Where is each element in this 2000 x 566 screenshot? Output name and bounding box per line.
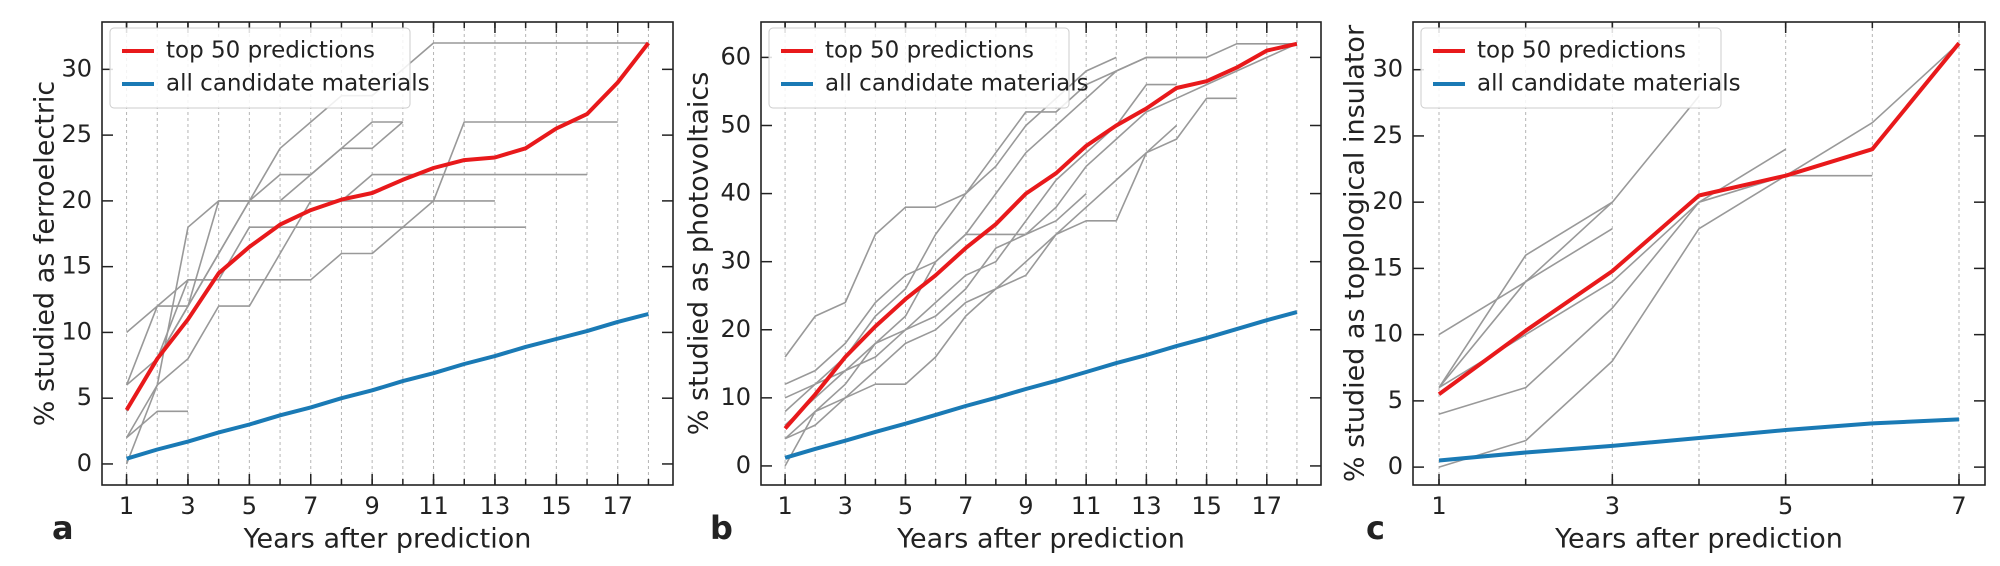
legend-label: all candidate materials (825, 71, 1089, 97)
y-tick-label: 0 (1388, 452, 1403, 480)
series-line (784, 43, 1297, 413)
y-tick-label: 10 (720, 383, 751, 411)
x-tick-label: 5 (898, 492, 913, 520)
x-tick-label: 13 (480, 492, 511, 520)
legend-label: all candidate materials (166, 71, 430, 97)
x-tick-label: 13 (1131, 492, 1162, 520)
y-tick-label: 20 (1372, 187, 1403, 215)
x-tick-label: 17 (602, 492, 633, 520)
series-line (784, 97, 1237, 467)
y-tick-label: 0 (77, 449, 92, 477)
y-tick-label: 30 (61, 54, 92, 82)
y-tick-label: 10 (1372, 320, 1403, 348)
plot-frame (1412, 21, 1986, 486)
x-tick-label: 9 (1018, 492, 1033, 520)
y-tick-label: 10 (61, 317, 92, 345)
panel: 1 3 5 7 0 5 10 15 20 25 30 top 50 predictions all ca… (1340, 21, 1986, 555)
x-tick-label: 7 (303, 492, 318, 520)
y-tick-label: 30 (720, 247, 751, 275)
y-tick-label: 20 (61, 186, 92, 214)
legend-label: top 50 predictions (825, 38, 1034, 64)
panel-label: b (710, 509, 733, 547)
x-tick-label: 1 (1431, 492, 1446, 520)
x-axis-label: Years after prediction (243, 524, 532, 555)
series-line (125, 173, 587, 465)
series-line (1438, 174, 1873, 468)
plot-frame (101, 21, 674, 486)
series-line (124, 41, 650, 412)
y-tick-label: 60 (720, 42, 751, 70)
y-tick-label: 0 (736, 451, 751, 479)
legend-box (768, 27, 1070, 109)
x-tick-label: 7 (1951, 492, 1966, 520)
y-tick-label: 25 (1372, 121, 1403, 149)
x-tick-label: 1 (777, 492, 792, 520)
x-axis-label: Years after prediction (1554, 524, 1843, 555)
series-line (126, 312, 649, 461)
series-line (783, 41, 1298, 430)
y-axis-label: % studied as ferroelectric (30, 81, 61, 427)
x-tick-label: 5 (1778, 492, 1793, 520)
x-tick-label: 17 (1252, 492, 1283, 520)
y-tick-label: 5 (1388, 386, 1403, 414)
x-tick-label: 1 (119, 492, 134, 520)
series-line (784, 193, 1087, 385)
y-tick-label: 50 (720, 110, 751, 138)
series-line (1438, 95, 1700, 389)
series-line (1437, 41, 1961, 396)
y-axis-label: % studied as topological insulator (1340, 24, 1371, 482)
series-line (784, 124, 1178, 440)
series-line (126, 410, 188, 439)
y-tick-label: 30 (1372, 55, 1403, 83)
x-tick-label: 3 (1605, 492, 1620, 520)
series-line (126, 226, 526, 334)
x-tick-label: 3 (838, 492, 853, 520)
y-tick-label: 5 (77, 383, 92, 411)
y-tick-label: 20 (720, 315, 751, 343)
x-axis-label: Years after prediction (896, 524, 1185, 555)
y-tick-label: 25 (61, 120, 92, 148)
legend-box (109, 27, 411, 109)
x-tick-label: 15 (1191, 492, 1222, 520)
x-tick-label: 11 (418, 492, 449, 520)
series-line (1438, 148, 1787, 415)
y-tick-label: 15 (1372, 253, 1403, 281)
panel-label: c (1366, 509, 1385, 547)
panel-label: a (52, 509, 74, 547)
y-axis-label: % studied as photovoltaics (684, 72, 715, 436)
legend-label: top 50 predictions (1477, 38, 1686, 64)
series-line (1438, 42, 1960, 389)
legend-box (1420, 27, 1722, 109)
series-line (126, 121, 618, 386)
series-line (1438, 201, 1613, 389)
y-tick-label: 15 (61, 252, 92, 280)
legend-label: top 50 predictions (166, 38, 375, 64)
y-tick-label: 40 (720, 179, 751, 207)
series-line (1438, 417, 1960, 463)
x-tick-label: 3 (180, 492, 195, 520)
x-tick-label: 7 (958, 492, 973, 520)
x-tick-label: 11 (1071, 492, 1102, 520)
series-line (784, 310, 1298, 460)
x-tick-label: 9 (365, 492, 380, 520)
x-tick-label: 5 (242, 492, 257, 520)
plot-frame (760, 21, 1322, 486)
x-tick-label: 15 (541, 492, 572, 520)
series-line (1438, 228, 1613, 336)
legend-label: all candidate materials (1477, 71, 1741, 97)
series-line (784, 43, 1298, 426)
